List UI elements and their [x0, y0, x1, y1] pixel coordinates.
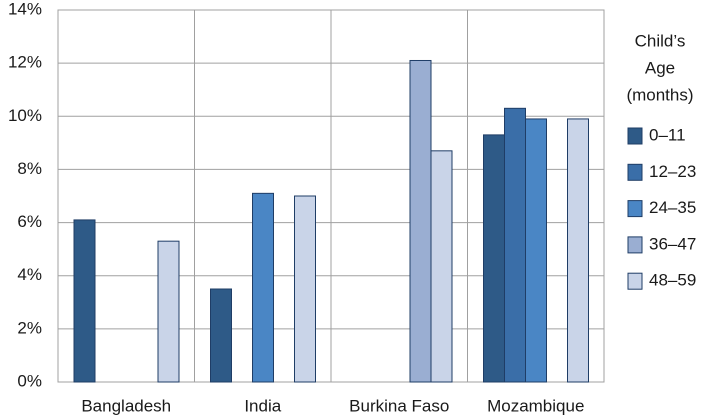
- legend-label: 0–11: [649, 125, 686, 144]
- legend-swatch: [627, 127, 643, 145]
- x-tick-label: Bangladesh: [81, 396, 171, 415]
- bar: [567, 118, 589, 383]
- legend-label: 24–35: [649, 198, 696, 217]
- bar: [210, 288, 232, 383]
- bar: [73, 219, 96, 383]
- y-tick-label: 12%: [8, 53, 42, 72]
- legend-swatch: [627, 163, 643, 181]
- legend-label: 12–23: [649, 162, 696, 181]
- y-tick-label: 10%: [8, 106, 42, 125]
- legend-title: Age: [645, 58, 675, 77]
- legend-swatch: [627, 236, 643, 254]
- bar: [409, 59, 432, 383]
- bar: [430, 150, 453, 383]
- legend-label: 36–47: [649, 234, 696, 253]
- legend-title: Child’s: [635, 31, 686, 50]
- bar: [525, 118, 547, 383]
- bar: [157, 240, 180, 383]
- x-tick-label: Burkina Faso: [349, 396, 449, 415]
- y-tick-label: 2%: [17, 318, 42, 337]
- plot-border: [57, 9, 605, 383]
- legend-title: (months): [626, 85, 693, 104]
- legend-swatch: [627, 200, 643, 218]
- y-tick-label: 14%: [8, 0, 42, 18]
- x-tick-label: Mozambique: [487, 396, 584, 415]
- x-tick-label: India: [244, 396, 281, 415]
- y-tick-label: 6%: [17, 212, 42, 231]
- legend-swatch: [627, 272, 643, 290]
- bar: [504, 107, 526, 383]
- y-tick-label: 8%: [17, 159, 42, 178]
- bar: [294, 195, 316, 383]
- bar: [252, 192, 274, 383]
- y-tick-label: 0%: [17, 371, 42, 390]
- y-tick-label: 4%: [17, 265, 42, 284]
- bar: [483, 134, 505, 383]
- legend-label: 48–59: [649, 271, 696, 290]
